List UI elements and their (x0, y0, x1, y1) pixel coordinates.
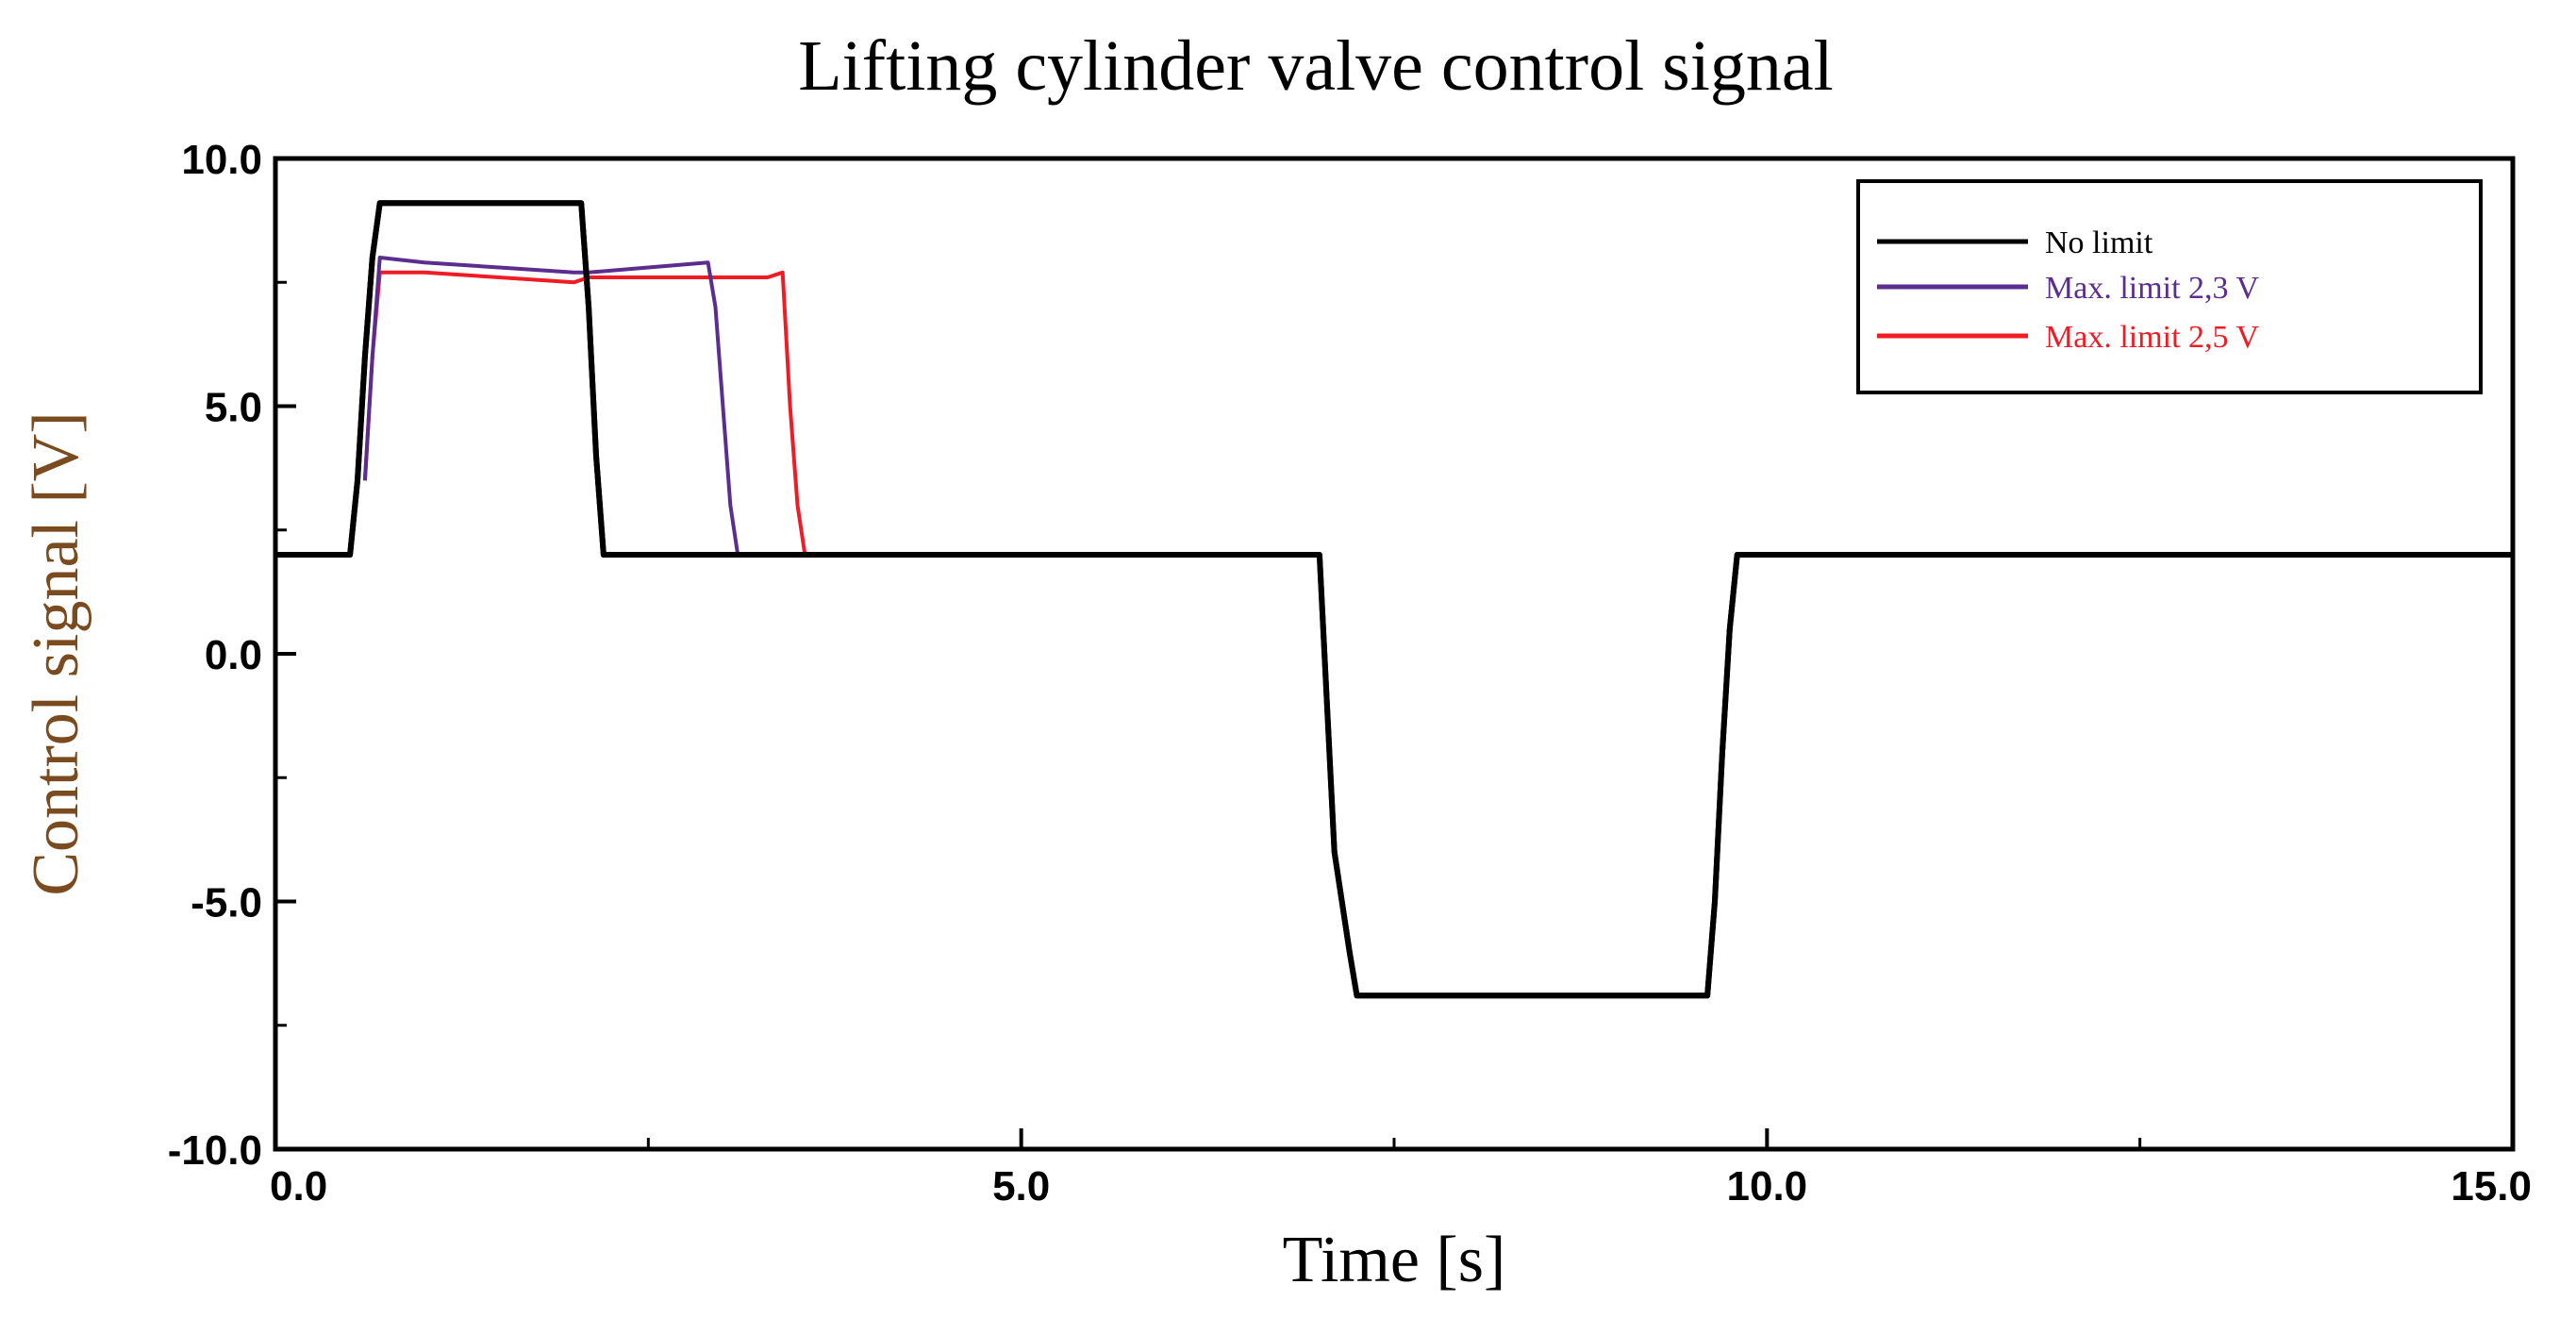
y-tick-label: -5.0 (191, 880, 262, 926)
y-tick-label: -10.0 (168, 1127, 262, 1174)
legend-label-max-limit-2-3: Max. limit 2,3 V (2045, 271, 2259, 306)
x-tick-label: 15.0 (2451, 1163, 2532, 1210)
x-tick-label: 10.0 (1727, 1163, 1808, 1210)
series-layer (275, 200, 2513, 999)
x-tick-label: 0.0 (270, 1163, 327, 1210)
legend-label-max-limit-2-5: Max. limit 2,5 V (2045, 320, 2259, 355)
axis-ticks (274, 157, 2515, 1151)
tick-labels: 10.05.00.0-5.0-10.00.0 5.0 10.0 15.0 (168, 137, 2532, 1210)
series-line-max-limit-2-3 (362, 256, 740, 556)
legend-label-no-limit: No limit (2045, 225, 2153, 260)
y-tick-label: 0.0 (205, 632, 262, 678)
y-tick-label: 10.0 (181, 137, 262, 183)
y-tick-label: 5.0 (205, 385, 262, 431)
y-axis-title: Control signal [V] (20, 411, 92, 895)
series-line-no-limit-overlay (275, 200, 2513, 999)
x-tick-label: 5.0 (992, 1163, 1050, 1210)
legend: No limit Max. limit 2,3 V Max. limit 2,5… (1856, 179, 2483, 394)
x-axis-title: Time [s] (1283, 1224, 1506, 1296)
chart-title: Lifting cylinder valve control signal (798, 26, 1833, 106)
series-line-max-limit-2-5 (362, 270, 807, 556)
